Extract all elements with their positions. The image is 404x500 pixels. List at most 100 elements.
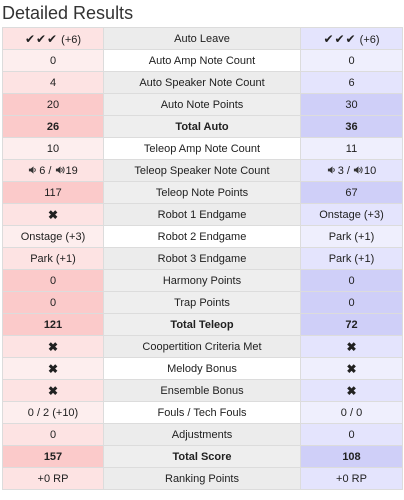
blue-alliance-value: ✖ xyxy=(300,335,403,358)
table-row: 0 Adjustments 0 xyxy=(2,423,403,446)
cross-icon: ✖ xyxy=(346,383,357,398)
cross-icon: ✖ xyxy=(346,361,357,376)
metric-label: Trap Points xyxy=(103,291,301,314)
red-alliance-value: +0 RP xyxy=(2,467,104,490)
blue-alliance-value: ✖ xyxy=(300,357,403,380)
blue-alliance-value: ✖ xyxy=(300,379,403,402)
bonus-text: (+6) xyxy=(359,33,380,46)
metric-label: Total Teleop xyxy=(103,313,301,336)
metric-label: Total Score xyxy=(103,445,301,468)
speaker-high-icon xyxy=(55,165,66,177)
metric-label: Teleop Speaker Note Count xyxy=(103,159,301,182)
table-row: 10 Teleop Amp Note Count 11 xyxy=(2,137,403,160)
cross-icon: ✖ xyxy=(346,339,357,354)
blue-alliance-value: 6 xyxy=(300,71,403,94)
red-alliance-value: ✖ xyxy=(2,203,104,226)
red-alliance-value: 0 xyxy=(2,291,104,314)
metric-label: Auto Leave xyxy=(103,27,301,50)
table-row: 121 Total Teleop 72 xyxy=(2,313,403,336)
table-row: 20 Auto Note Points 30 xyxy=(2,93,403,116)
table-row: ✖ Robot 1 Endgame Onstage (+3) xyxy=(2,203,403,226)
blue-alliance-value: 108 xyxy=(300,445,403,468)
unamplified-count: 3 xyxy=(337,164,344,177)
red-alliance-value: ✖ xyxy=(2,335,104,358)
metric-label: Total Auto xyxy=(103,115,301,138)
red-alliance-value: 0 / 2 (+10) xyxy=(2,401,104,424)
page-title: Detailed Results xyxy=(2,3,134,23)
red-alliance-value: Park (+1) xyxy=(2,247,104,270)
cross-icon: ✖ xyxy=(47,339,59,354)
blue-alliance-value: 11 xyxy=(300,137,403,160)
blue-alliance-value: +0 RP xyxy=(300,467,403,490)
bonus-text: (+6) xyxy=(61,33,82,46)
blue-alliance-value: 0 / 0 xyxy=(300,401,403,424)
metric-label: Auto Note Points xyxy=(103,93,301,116)
metric-label: Coopertition Criteria Met xyxy=(103,335,301,358)
metric-label: Harmony Points xyxy=(103,269,301,292)
metric-label: Fouls / Tech Fouls xyxy=(103,401,301,424)
speaker-high-icon xyxy=(353,165,364,177)
red-alliance-value: 0 xyxy=(2,49,104,72)
blue-alliance-value: 0 xyxy=(300,291,403,314)
table-row: 0 Trap Points 0 xyxy=(2,291,403,314)
red-alliance-value: 10 xyxy=(2,137,104,160)
red-alliance-value: 4 xyxy=(2,71,104,94)
metric-label: Ensemble Bonus xyxy=(103,379,301,402)
red-alliance-value: 0 xyxy=(2,423,104,446)
speaker-low-icon xyxy=(28,165,39,177)
red-alliance-value: 117 xyxy=(2,181,104,204)
cross-icon: ✖ xyxy=(47,361,59,376)
blue-alliance-value: 72 xyxy=(300,313,403,336)
metric-label: Auto Amp Note Count xyxy=(103,49,301,72)
red-alliance-value: ✖ xyxy=(2,357,104,380)
table-row: 4 Auto Speaker Note Count 6 xyxy=(2,71,403,94)
metric-label: Robot 1 Endgame xyxy=(103,203,301,226)
blue-alliance-value: Park (+1) xyxy=(300,225,403,248)
metric-label: Melody Bonus xyxy=(103,357,301,380)
table-row: +0 RP Ranking Points +0 RP xyxy=(2,467,403,490)
blue-alliance-value: Park (+1) xyxy=(300,247,403,270)
blue-alliance-value: 30 xyxy=(300,93,403,116)
metric-label: Teleop Amp Note Count xyxy=(103,137,301,160)
results-table: ✔✔✔ (+6) Auto Leave ✔✔✔ (+6) 0 Auto Amp Note… xyxy=(2,27,403,490)
table-row: 157 Total Score 108 xyxy=(2,445,403,468)
table-row: Onstage (+3) Robot 2 Endgame Park (+1) xyxy=(2,225,403,248)
red-alliance-value: 26 xyxy=(2,115,104,138)
table-row: 26 Total Auto 36 xyxy=(2,115,403,138)
metric-label: Teleop Note Points xyxy=(103,181,301,204)
check-icon: ✔✔✔ xyxy=(24,31,59,46)
blue-alliance-value: 3 / 10 xyxy=(300,159,403,182)
red-alliance-value: 0 xyxy=(2,269,104,292)
separator: / xyxy=(48,164,52,177)
blue-alliance-value: Onstage (+3) xyxy=(300,203,403,226)
unamplified-count: 6 xyxy=(39,164,46,177)
blue-alliance-value: 0 xyxy=(300,423,403,446)
check-icon: ✔✔✔ xyxy=(323,31,357,46)
speaker-low-icon xyxy=(327,165,338,177)
metric-label: Auto Speaker Note Count xyxy=(103,71,301,94)
red-alliance-value: Onstage (+3) xyxy=(2,225,104,248)
table-row: 0 Harmony Points 0 xyxy=(2,269,403,292)
table-row: 0 / 2 (+10) Fouls / Tech Fouls 0 / 0 xyxy=(2,401,403,424)
results-body: ✔✔✔ (+6) Auto Leave ✔✔✔ (+6) 0 Auto Amp Note… xyxy=(2,27,403,490)
cross-icon: ✖ xyxy=(47,207,59,222)
table-row: Park (+1) Robot 3 Endgame Park (+1) xyxy=(2,247,403,270)
amplified-count: 10 xyxy=(364,164,377,177)
blue-alliance-value: ✔✔✔ (+6) xyxy=(300,27,403,50)
separator: / xyxy=(346,164,350,177)
red-alliance-value: ✔✔✔ (+6) xyxy=(2,27,104,50)
red-alliance-value: ✖ xyxy=(2,379,104,402)
table-row: ✖ Ensemble Bonus ✖ xyxy=(2,379,403,402)
blue-alliance-value: 67 xyxy=(300,181,403,204)
blue-alliance-value: 36 xyxy=(300,115,403,138)
table-row: 6 / 19 Teleop Speaker Note Count 3 / 10 xyxy=(2,159,403,182)
red-alliance-value: 6 / 19 xyxy=(2,159,104,182)
metric-label: Ranking Points xyxy=(103,467,301,490)
red-alliance-value: 157 xyxy=(2,445,104,468)
blue-alliance-value: 0 xyxy=(300,269,403,292)
table-row: ✖ Melody Bonus ✖ xyxy=(2,357,403,380)
table-row: 117 Teleop Note Points 67 xyxy=(2,181,403,204)
cross-icon: ✖ xyxy=(47,383,59,398)
table-row: ✖ Coopertition Criteria Met ✖ xyxy=(2,335,403,358)
red-alliance-value: 121 xyxy=(2,313,104,336)
